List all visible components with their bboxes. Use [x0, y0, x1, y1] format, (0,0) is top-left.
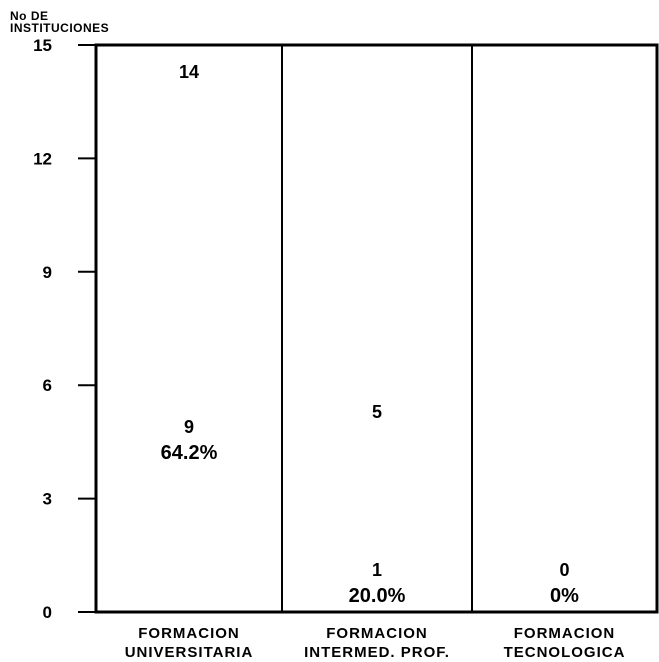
total-value-label-1: 14: [179, 62, 199, 82]
x-category-label-3: FORMACION TECNOLOGICA: [472, 624, 657, 662]
subset-label-box-3: [516, 556, 613, 608]
y-axis-label-line-2: INSTITUCIONES: [10, 21, 110, 35]
subset-label-box-2: [329, 556, 425, 608]
subset-value-label-2: 1: [372, 560, 382, 580]
y-tick-label-0: 0: [43, 603, 52, 622]
subset-value-label-1: 9: [184, 417, 194, 437]
y-tick-label-12: 12: [33, 149, 52, 168]
x-category-label-1: FORMACION UNIVERSITARIA: [96, 624, 282, 662]
x-category-2-line-2: INTERMED. PROF.: [304, 644, 450, 661]
subset-percent-label-3: 0%: [550, 585, 579, 607]
subset-percent-label-2: 20.0%: [349, 585, 406, 607]
subset-value-label-3: 0: [559, 560, 569, 580]
y-tick-label-9: 9: [43, 263, 52, 282]
subset-percent-label-1: 64.2%: [161, 442, 218, 464]
y-tick-label-15: 15: [33, 36, 52, 55]
x-category-2-line-1: FORMACION: [326, 625, 428, 642]
plot-frame: [94, 43, 659, 614]
x-category-1-line-1: FORMACION: [138, 625, 240, 642]
y-tick-label-3: 3: [43, 490, 52, 509]
x-category-1-line-2: UNIVERSITARIA: [124, 644, 254, 661]
x-category-3-line-2: TECNOLOGICA: [503, 644, 626, 661]
total-value-label-2: 5: [372, 402, 382, 422]
x-category-3-line-1: FORMACION: [513, 625, 616, 642]
x-category-label-2: FORMACION INTERMED. PROF.: [282, 624, 472, 662]
y-tick-label-6: 6: [43, 376, 52, 395]
y-axis-label-line-1: No DE: [10, 9, 49, 23]
subset-label-box-1: [135, 412, 243, 465]
